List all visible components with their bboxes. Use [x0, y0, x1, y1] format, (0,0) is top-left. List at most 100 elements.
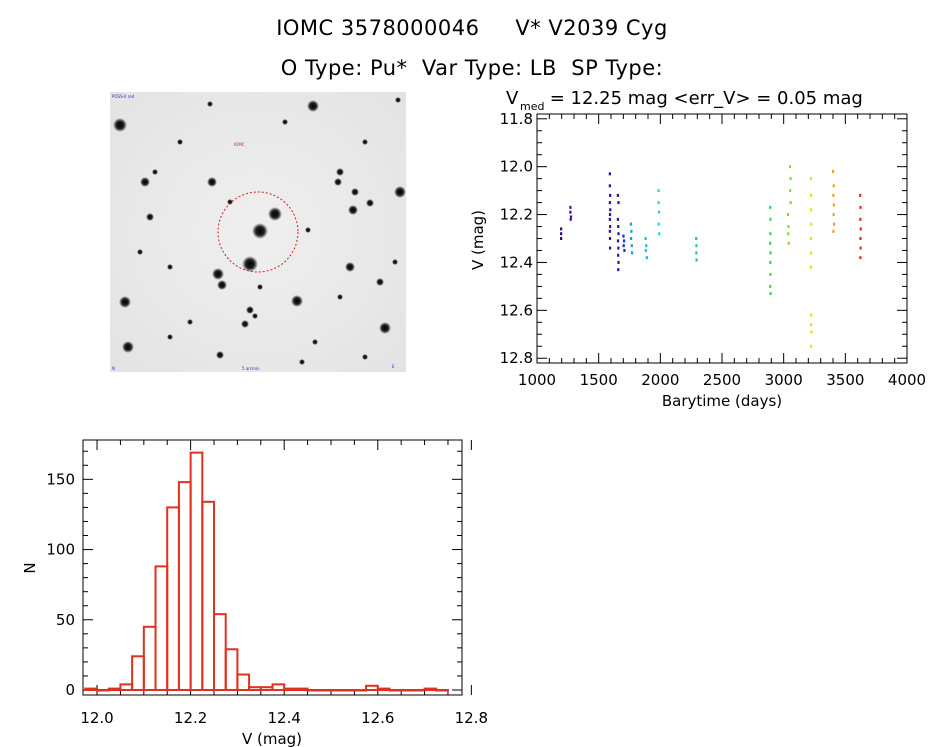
lc-point-13-4	[859, 237, 862, 240]
star-39	[167, 334, 173, 340]
star-43	[351, 188, 359, 196]
lc-point-5-0	[629, 222, 632, 226]
lc-point-9-5	[769, 260, 772, 264]
star-22	[177, 139, 183, 145]
lc-point-2-8	[608, 229, 611, 233]
lc-point-12-4	[832, 213, 835, 217]
lc-point-9-7	[769, 284, 772, 288]
hist-bar-10	[201, 500, 216, 691]
star-10	[217, 280, 227, 290]
star-17	[257, 284, 263, 290]
star-42	[334, 178, 342, 186]
lc-point-3-3	[617, 225, 620, 229]
lc-point-10-6	[789, 189, 792, 193]
finding-chart-image: POSS-II red IOMC 5 arcmin N E	[110, 92, 406, 372]
star-14	[336, 168, 344, 176]
lc-point-11-1	[810, 193, 813, 197]
histogram-y-ticks: 0 50 100 150	[46, 450, 462, 699]
hist-bar-9	[189, 451, 204, 691]
star-9	[212, 268, 224, 280]
star-1	[307, 100, 319, 112]
hist-bar-19	[306, 689, 321, 692]
lc-point-9-3	[769, 241, 772, 245]
hist-x-tick-label-0: 12.0	[80, 709, 113, 727]
lc-point-2-0	[608, 172, 611, 176]
lc-point-2-3	[608, 201, 611, 205]
hist-bar-7	[166, 506, 180, 692]
lc-point-10-1	[787, 225, 790, 229]
star-8	[242, 256, 258, 272]
lc-point-13-0	[859, 193, 862, 197]
lc-point-9-8	[769, 292, 772, 296]
lc-point-1-1	[569, 210, 572, 214]
hist-y-tick-label-1: 50	[56, 611, 75, 629]
hist-bar-29	[423, 687, 438, 692]
lc-x-tick-label-1: 1500	[580, 371, 618, 389]
lc-point-8-1	[695, 244, 698, 248]
light-curve-frame	[536, 113, 908, 364]
hist-bar-1	[96, 689, 110, 692]
lc-point-9-0	[769, 205, 772, 209]
star-29	[337, 294, 343, 300]
lc-point-0-2	[560, 237, 563, 240]
lc-point-5-3	[630, 244, 633, 248]
lc-point-7-0	[657, 189, 660, 193]
lc-point-2-9	[608, 237, 612, 240]
hist-x-tick-label-1: 12.2	[174, 709, 207, 727]
lc-point-2-1	[608, 184, 611, 188]
lc-point-1-3	[569, 217, 572, 221]
light-curve-y-ticks: 11.8 12.0 12.2 12.4 12.6 12.8	[500, 110, 907, 367]
star-37	[282, 119, 288, 125]
lc-point-12-0	[832, 169, 835, 173]
star-20	[291, 295, 303, 307]
lc-point-11-3	[810, 222, 813, 226]
star-30	[167, 264, 173, 270]
hist-bar-25	[376, 687, 391, 692]
lc-point-13-5	[859, 246, 862, 250]
lc-point-3-7	[617, 253, 620, 257]
star-40	[362, 354, 368, 360]
lc-point-6-1	[645, 244, 648, 248]
star-21	[207, 101, 213, 107]
lc-point-11-0	[809, 177, 812, 181]
lc-point-11-10	[810, 344, 813, 348]
light-curve-y-label: V (mag)	[469, 210, 487, 270]
lc-point-6-2	[644, 248, 647, 252]
lc-x-tick-label-4: 3000	[765, 371, 803, 389]
lc-point-11-5	[810, 251, 813, 255]
lc-point-12-3	[832, 203, 835, 207]
hist-y-tick-label-0: 0	[65, 681, 75, 699]
star-28	[216, 351, 224, 359]
lc-point-10-4	[788, 165, 792, 169]
lc-point-12-6	[832, 229, 835, 233]
hist-x-tick-label-2: 12.4	[267, 709, 300, 727]
hist-bar-20	[318, 689, 332, 692]
lc-point-2-2	[609, 193, 612, 197]
lc-point-11-7	[810, 313, 813, 317]
lc-point-11-6	[809, 265, 813, 269]
lc-point-3-1	[617, 201, 620, 205]
hist-bar-30	[435, 689, 449, 692]
lc-point-8-3	[695, 258, 698, 262]
hist-bar-16	[271, 683, 286, 691]
lc-point-4-2	[622, 244, 625, 248]
lc-point-12-1	[832, 184, 835, 188]
lc-point-9-1	[769, 217, 772, 221]
star-2	[395, 97, 401, 103]
chart-title-line-2: O Type: Pu* Var Type: LB SP Type:	[280, 56, 664, 80]
lc-point-7-2	[657, 210, 661, 214]
lc-x-tick-label-0: 1000	[518, 371, 556, 389]
star-38	[137, 249, 143, 255]
hist-bar-3	[119, 683, 134, 691]
histogram-y-label: N	[21, 562, 39, 573]
hist-bar-14	[248, 686, 262, 692]
star-34	[305, 227, 311, 233]
star-11	[348, 205, 358, 215]
star-19	[119, 296, 131, 308]
star-35	[227, 199, 233, 205]
hist-y-tick-label-2: 100	[46, 541, 75, 559]
lc-point-4-3	[623, 248, 626, 252]
lc-point-11-9	[810, 330, 813, 334]
hist-bar-0	[84, 687, 99, 692]
